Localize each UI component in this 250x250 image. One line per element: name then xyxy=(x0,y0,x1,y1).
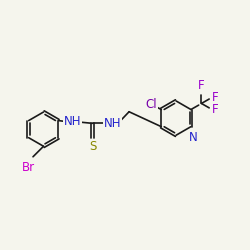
Text: Br: Br xyxy=(22,162,35,174)
Text: F: F xyxy=(212,91,218,104)
Text: F: F xyxy=(212,103,218,116)
Text: S: S xyxy=(89,140,96,153)
Text: N: N xyxy=(189,131,198,144)
Text: Cl: Cl xyxy=(146,98,158,111)
Text: NH: NH xyxy=(104,117,121,130)
Text: NH: NH xyxy=(64,116,82,128)
Text: F: F xyxy=(198,80,205,92)
